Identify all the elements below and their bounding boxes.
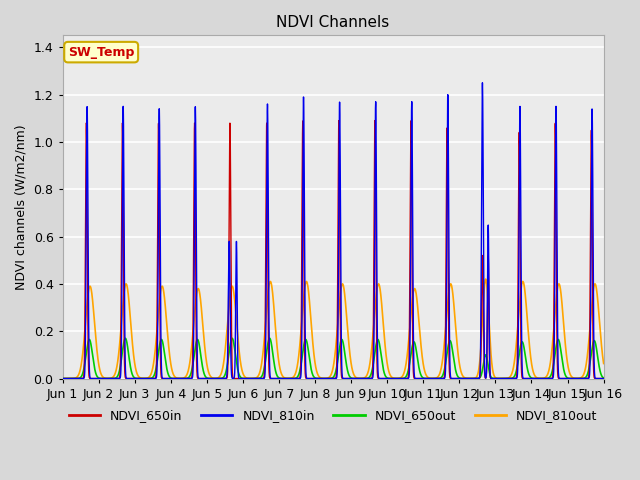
Text: SW_Temp: SW_Temp: [68, 46, 134, 59]
Legend: NDVI_650in, NDVI_810in, NDVI_650out, NDVI_810out: NDVI_650in, NDVI_810in, NDVI_650out, NDV…: [64, 404, 602, 427]
Y-axis label: NDVI channels (W/m2/nm): NDVI channels (W/m2/nm): [15, 124, 28, 290]
Title: NDVI Channels: NDVI Channels: [276, 15, 390, 30]
